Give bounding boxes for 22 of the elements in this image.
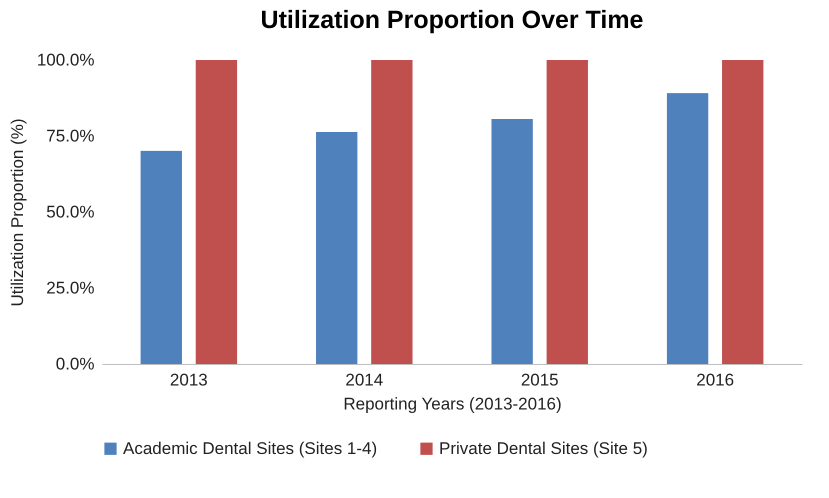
y-tick-label: 75.0% (46, 126, 94, 146)
x-axis-title: Reporting Years (2013-2016) (343, 394, 562, 414)
legend-label: Academic Dental Sites (Sites 1-4) (123, 438, 378, 458)
bar (722, 60, 764, 364)
x-tick-label: 2013 (170, 370, 208, 390)
y-tick-label: 100.0% (36, 50, 94, 70)
y-tick-label: 0.0% (56, 354, 94, 374)
bar (371, 60, 413, 364)
x-tick-label: 2016 (696, 370, 734, 390)
bar (316, 132, 358, 364)
y-tick-label: 25.0% (46, 278, 94, 298)
x-tick-label: 2014 (345, 370, 384, 390)
chart-title: Utilization Proportion Over Time (260, 6, 644, 34)
bar (140, 150, 182, 364)
legend-label: Private Dental Sites (Site 5) (439, 438, 648, 458)
y-tick-label: 50.0% (46, 202, 94, 222)
bar (666, 93, 708, 364)
bar (491, 118, 533, 364)
x-tick-label: 2015 (520, 370, 559, 390)
y-axis-title: Utilization Proportion (%) (8, 118, 27, 307)
bar (196, 60, 238, 364)
bar (546, 60, 588, 364)
